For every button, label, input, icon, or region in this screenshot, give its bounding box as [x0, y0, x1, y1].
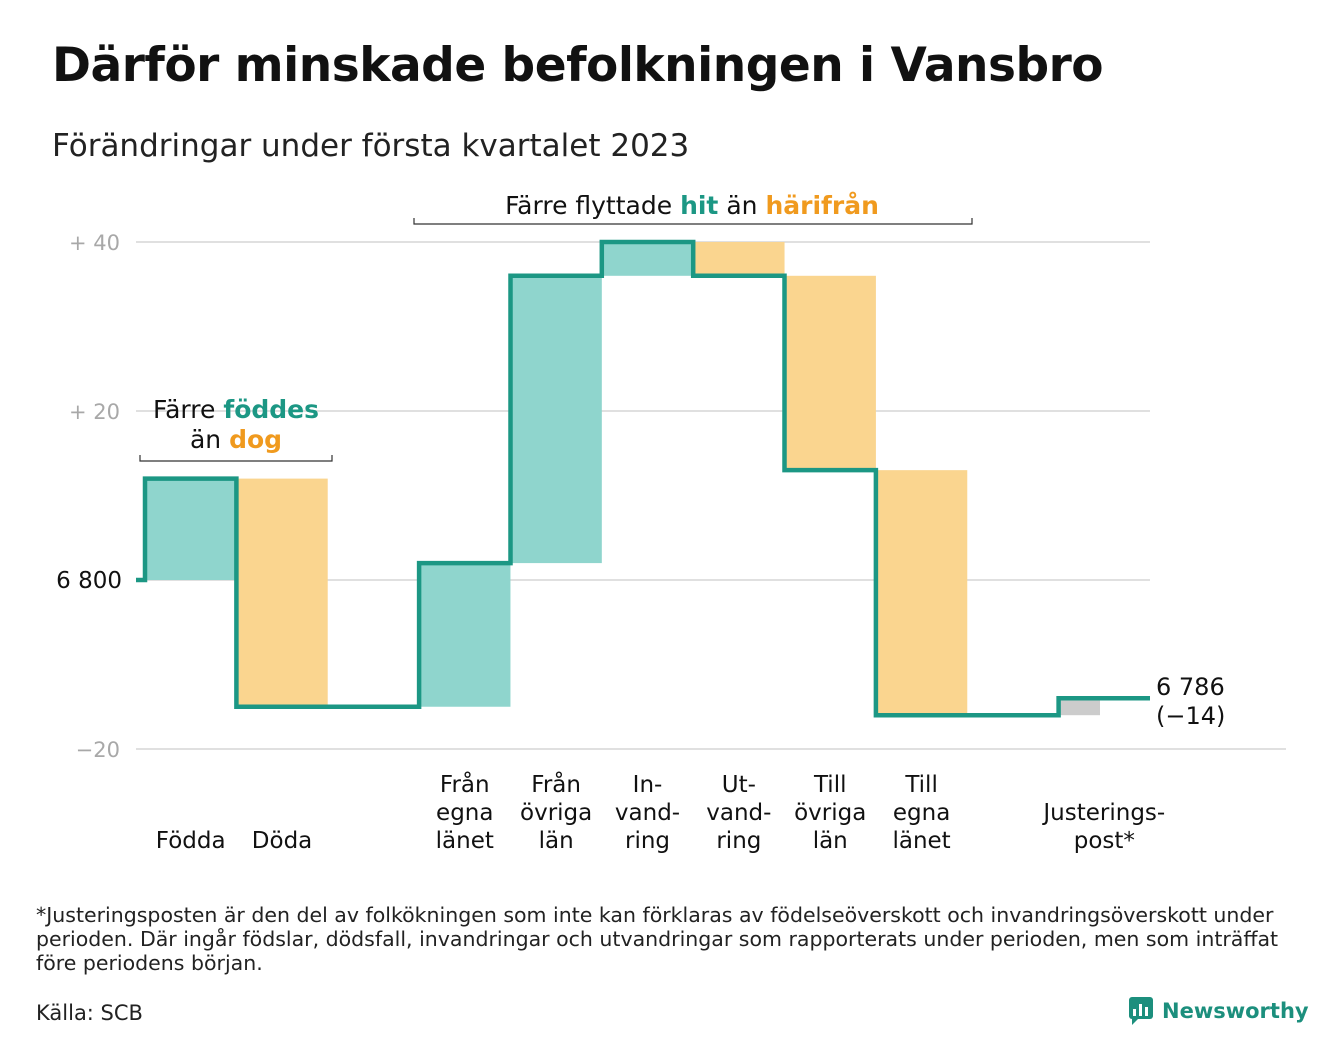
category-label: Födda: [156, 828, 226, 854]
footnote: *Justeringsposten är den del av folkökni…: [36, 903, 1279, 975]
bar: [145, 478, 237, 580]
births-annotation-line1: Färre föddes: [153, 395, 319, 424]
annotation-text: än: [190, 425, 229, 454]
bar: [419, 563, 511, 707]
category-label: In-: [633, 772, 663, 798]
annotation-text: Färre: [153, 395, 223, 424]
category-label: Justerings-: [1041, 800, 1165, 826]
category-label: län: [813, 828, 848, 854]
bar: [1060, 698, 1100, 716]
bar: [784, 275, 876, 471]
births-bracket: [139, 455, 333, 462]
annotation-text: än: [718, 191, 765, 220]
annotation-highlight: föddes: [223, 395, 319, 424]
category-label: ring: [625, 828, 670, 854]
category-label: övriga: [794, 800, 866, 826]
end-value-label: 6 786(−14): [1156, 673, 1225, 730]
end-value: 6 786: [1156, 673, 1225, 701]
y-tick-label: 6 800: [56, 568, 122, 594]
annotation-highlight: dog: [229, 425, 282, 454]
y-tick-label: + 40: [69, 231, 120, 255]
newsworthy-logo-icon: [1129, 997, 1153, 1025]
migration-annotation: Färre flyttade hit än härifrån: [505, 191, 879, 220]
category-label: övriga: [520, 800, 592, 826]
category-label: län: [539, 828, 574, 854]
category-label: Till: [813, 772, 847, 798]
annotation-highlight: härifrån: [765, 191, 878, 220]
bar: [236, 478, 328, 707]
category-label: Från: [531, 770, 581, 798]
cumulative-line: [136, 239, 1150, 718]
annotation-text: Färre flyttade: [505, 191, 680, 220]
category-label: Döda: [252, 828, 312, 854]
category-label: Ut-: [722, 772, 756, 798]
brand-logo: Newsworthy: [1128, 996, 1309, 1026]
category-label: vand-: [706, 800, 771, 826]
category-label: Till: [904, 772, 938, 798]
chart-subtitle: Förändringar under första kvartalet 2023: [52, 128, 690, 164]
bar: [693, 242, 785, 276]
end-change: (−14): [1156, 702, 1225, 730]
category-label: post*: [1074, 828, 1135, 854]
annotation-highlight: hit: [680, 191, 718, 220]
migration-bracket: [413, 218, 973, 225]
step-line: [136, 239, 1150, 718]
category-labels: Födda DödaFrånegnalänetFrånövrigalänIn-va…: [156, 770, 1165, 854]
brand-name: Newsworthy: [1162, 999, 1309, 1023]
y-axis-ticks: + 40 + 20 6 800 −20: [56, 231, 122, 762]
y-tick-label: + 20: [69, 400, 120, 424]
category-label: länet: [892, 828, 950, 854]
category-label: länet: [436, 828, 494, 854]
bar: [601, 242, 694, 276]
bar: [875, 470, 968, 716]
y-tick-label: −20: [76, 738, 120, 762]
source-label: Källa: SCB: [36, 1001, 143, 1025]
chart-title: Därför minskade befolkningen i Vansbro: [52, 38, 1104, 93]
category-label: vand-: [615, 800, 680, 826]
category-label: egna: [893, 800, 950, 826]
births-annotation-line2: än dog: [190, 425, 282, 454]
bar: [510, 275, 602, 564]
category-label: ring: [716, 828, 761, 854]
category-label: egna: [436, 800, 493, 826]
category-label: Från: [440, 770, 490, 798]
bars: [145, 242, 1100, 716]
